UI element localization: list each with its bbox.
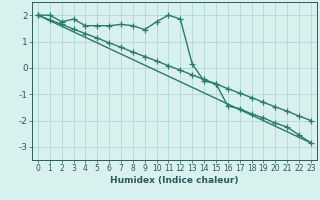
X-axis label: Humidex (Indice chaleur): Humidex (Indice chaleur) xyxy=(110,176,239,185)
